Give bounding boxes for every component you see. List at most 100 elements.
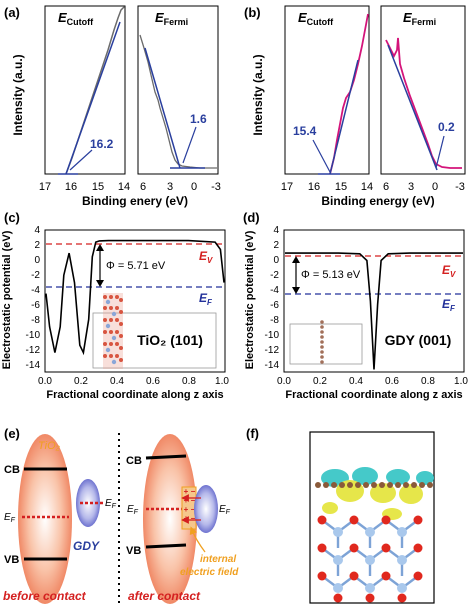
panel-d-yticks: 4 2 0 -2 -4 -6 -8 -10 -12 -14	[265, 225, 280, 371]
tio2-label: TiO₂	[38, 440, 61, 452]
panel-d-tag: (d)	[243, 210, 260, 225]
panel-c-yticks: 4 2 0 -2 -4 -6 -8 -10 -12 -14	[26, 225, 41, 371]
panel-b-ylabel: Intensity (a.u.)	[251, 54, 265, 135]
panel-c-phi-arrowhead-bottom	[96, 280, 104, 287]
svg-text:+: +	[184, 514, 189, 523]
svg-text:−: −	[191, 505, 196, 514]
ef-label-after: EF	[127, 504, 139, 516]
panel-b-fermi-pointer	[435, 135, 445, 169]
tick-label: -4	[270, 285, 279, 296]
tick-label: 4	[273, 225, 279, 236]
panel-c-potential-curve	[45, 239, 225, 356]
svg-text:+: +	[184, 487, 189, 496]
tick-label: 0.0	[277, 376, 291, 387]
tick-label: 1.0	[215, 376, 229, 387]
panel-d-frame	[283, 229, 465, 373]
panel-c-box-label: TiO₂ (101)	[137, 332, 203, 348]
tick-label: -12	[26, 345, 41, 356]
panel-c-xlabel: Fractional coordinate along z axis	[46, 389, 223, 401]
panel-c-structure	[103, 293, 123, 369]
panel-b-cutoff-pointer	[312, 139, 331, 173]
panel-b-fermi-value: 0.2	[438, 120, 455, 134]
before-contact-label: before contact	[3, 589, 87, 603]
panel-d: (d) Electrostatic potential (eV) 4 2 0 -…	[243, 210, 468, 401]
tick-label: 0	[191, 181, 197, 193]
panel-c-xticks: 0.0 0.2 0.4 0.6 0.8 1.0	[38, 376, 229, 387]
tick-label: 0.6	[146, 376, 160, 387]
panel-d-phi-arrowhead-bottom	[292, 287, 300, 294]
tick-label: 2	[273, 240, 279, 251]
panel-d-potential-curve	[285, 252, 463, 370]
tio2-titanium-atoms	[333, 527, 407, 593]
cb-label-after: CB	[126, 455, 142, 467]
gdy-label: GDY	[73, 539, 100, 553]
panel-a-ylabel: Intensity (a.u.)	[11, 54, 25, 135]
panel-a-fermi-fit	[144, 47, 181, 169]
vb-label-before: VB	[4, 554, 19, 566]
tick-label: -2	[31, 270, 40, 281]
cb-label-before: CB	[4, 464, 20, 476]
panel-b-cutoff-frame	[284, 5, 370, 175]
panel-d-ef-label: EF	[442, 297, 456, 313]
tick-label: 3	[167, 181, 173, 193]
tick-label: 15	[335, 181, 347, 193]
tick-label: -2	[270, 270, 279, 281]
tick-label: 6	[383, 181, 389, 193]
tick-label: 6	[140, 181, 146, 193]
panel-a-fermi-value: 1.6	[190, 112, 207, 126]
tick-label: 14	[118, 181, 130, 193]
panel-f-tag: (f)	[246, 426, 259, 441]
panel-a-fermi-curve	[139, 34, 217, 169]
vb-line-after	[145, 543, 187, 549]
charge-density-isosurface	[321, 467, 434, 520]
tick-label: 16	[65, 181, 77, 193]
tick-label: 0.6	[385, 376, 399, 387]
panel-a-fermi-frame	[137, 5, 219, 175]
tick-label: -8	[31, 315, 40, 326]
panel-f: (f)	[246, 426, 435, 604]
tick-label: 0	[34, 255, 40, 266]
panel-a-xticks-left: 17 16 15 14	[39, 181, 130, 193]
tick-label: -10	[265, 330, 280, 341]
tick-label: -14	[265, 360, 280, 371]
after-contact-label: after contact	[128, 589, 201, 603]
tick-label: 4	[34, 225, 40, 236]
tick-label: -3	[455, 181, 465, 193]
panel-b-fermi-frame	[380, 5, 466, 175]
gdy-ellipse-after	[194, 485, 218, 533]
tick-label: 0.0	[38, 376, 52, 387]
panel-c-frame	[44, 229, 226, 373]
svg-text:−: −	[191, 487, 196, 496]
panel-b-tag: (b)	[244, 5, 261, 20]
panel-a-cutoff-title: ECutoff	[58, 10, 94, 27]
panel-a: (a) Intensity (a.u.) ECutoff 16.2 EFermi…	[4, 5, 221, 208]
panel-b-cutoff-value: 15.4	[293, 124, 317, 138]
panel-a-cutoff-fit	[65, 21, 121, 175]
panel-c-phi-label: Φ = 5.71 eV	[106, 260, 166, 272]
svg-text:+: +	[184, 505, 189, 514]
tick-label: 2	[34, 240, 40, 251]
svg-text:−: −	[191, 514, 196, 523]
field-pointer-arrow	[189, 526, 206, 553]
panel-b-xlabel: Binding energy (eV)	[321, 194, 434, 208]
svg-text:−: −	[191, 496, 196, 505]
panel-d-ev-label: EV	[442, 263, 456, 279]
tick-label: -6	[31, 300, 40, 311]
field-label-line1: internal	[200, 554, 236, 565]
panel-d-xticks: 0.0 0.2 0.4 0.6 0.8 1.0	[277, 376, 468, 387]
panel-d-inset-box	[289, 323, 363, 365]
tick-label: 0.8	[182, 376, 196, 387]
panel-a-xticks-right: 6 3 0 -3	[140, 181, 221, 193]
panel-b-cutoff-curve	[329, 13, 369, 175]
tick-label: 0	[432, 181, 438, 193]
tick-label: 15	[92, 181, 104, 193]
panel-e-tag: (e)	[4, 426, 20, 441]
panel-b: (b) Intensity (a.u.) ECutoff 15.4 EFermi…	[244, 5, 466, 208]
tick-label: 3	[408, 181, 414, 193]
ef-label-before: EF	[4, 512, 16, 524]
panel-c: (c) Electrostatic potential (eV) 4 2 0 -…	[1, 210, 229, 401]
tick-label: 0.4	[349, 376, 363, 387]
tick-label: 1.0	[454, 376, 468, 387]
tick-label: 0.2	[74, 376, 88, 387]
